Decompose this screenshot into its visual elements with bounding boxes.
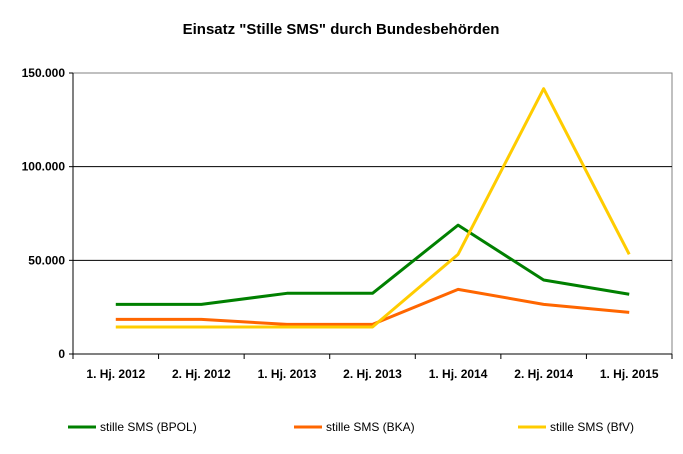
series-line-0 <box>115 223 630 306</box>
legend-label: stille SMS (BPOL) <box>100 420 197 434</box>
legend-label: stille SMS (BfV) <box>550 420 634 434</box>
x-tick-label: 2. Hj. 2013 <box>343 367 402 381</box>
x-tick-label: 2. Hj. 2012 <box>172 367 231 381</box>
legend-label: stille SMS (BKA) <box>326 420 415 434</box>
x-tick-label: 1. Hj. 2012 <box>86 367 145 381</box>
y-tick-label: 150.000 <box>22 66 66 80</box>
chart-title: Einsatz "Stille SMS" durch Bundesbehörde… <box>183 21 500 38</box>
x-tick-label: 2. Hj. 2014 <box>514 367 573 381</box>
series-line-2 <box>115 87 631 329</box>
plot-area-border <box>72 72 673 355</box>
x-tick-label: 1. Hj. 2014 <box>429 367 488 381</box>
x-tick-label: 1. Hj. 2015 <box>600 367 659 381</box>
y-tick-label: 50.000 <box>28 253 65 267</box>
y-tick-label: 100.000 <box>22 160 66 174</box>
x-tick-label: 1. Hj. 2013 <box>258 367 317 381</box>
y-tick-label: 0 <box>58 347 65 361</box>
